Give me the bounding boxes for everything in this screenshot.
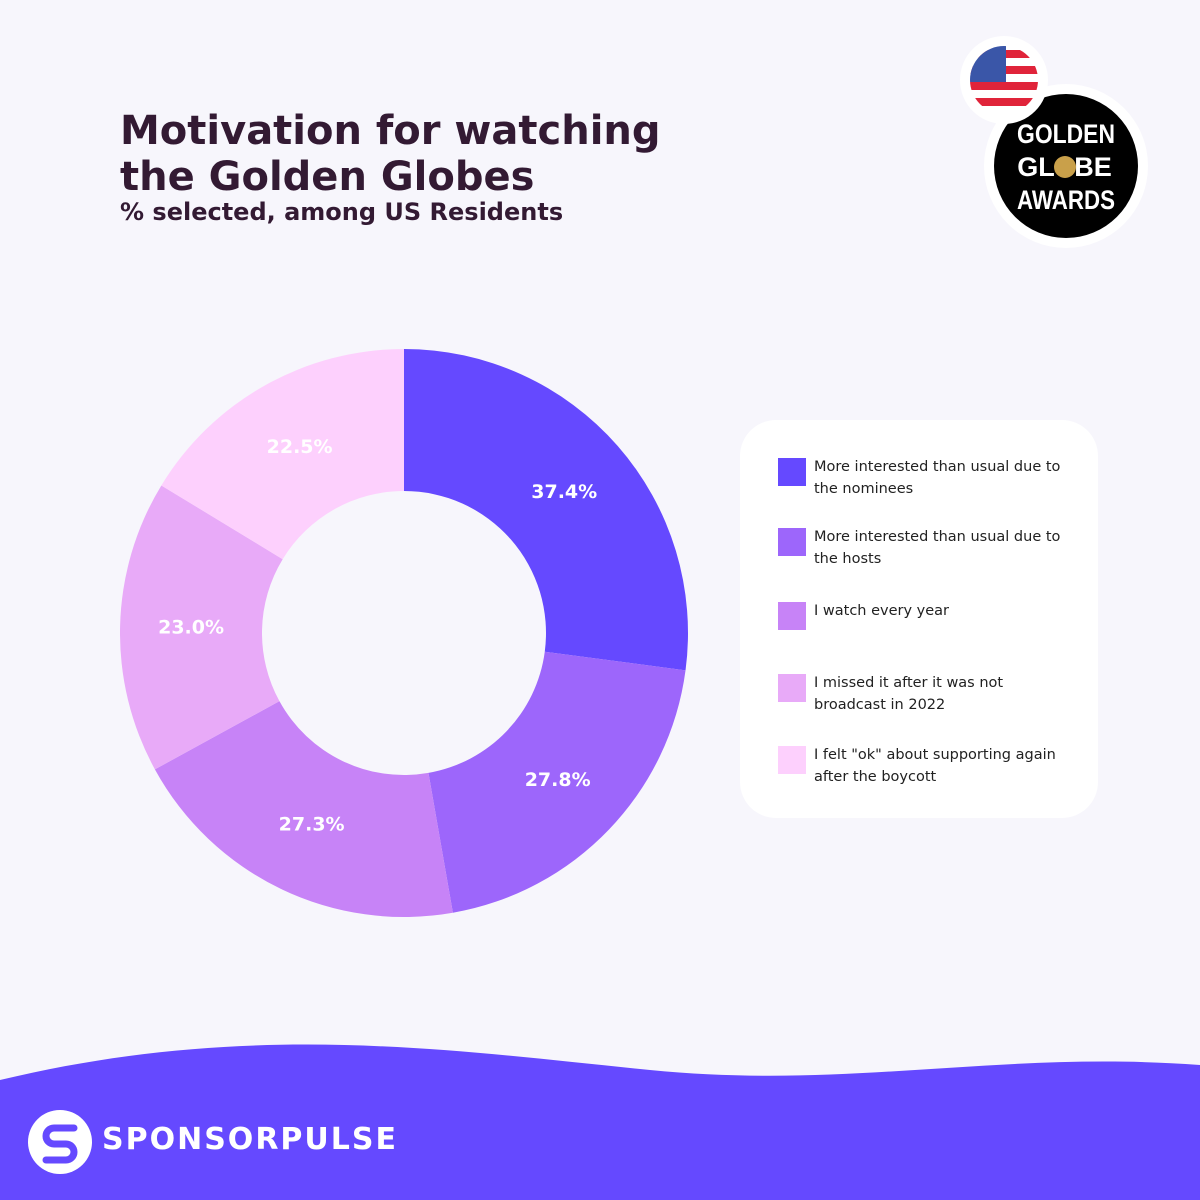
value-label: 23.0% <box>158 617 224 639</box>
chart-title: Motivation for watching the Golden Globe… <box>120 108 661 200</box>
chart-subtitle: % selected, among US Residents <box>120 198 564 226</box>
donut-slice <box>119 485 283 770</box>
donut-slice <box>428 651 686 913</box>
logo-text: GOLDEN <box>1017 119 1115 149</box>
logo-text: GL <box>1017 152 1055 182</box>
legend-item: More interested than usual due to the no… <box>778 456 1078 500</box>
legend-item: I watch every year <box>778 600 1078 630</box>
legend-label: I missed it after it was not broadcast i… <box>814 675 1004 713</box>
flag <box>970 46 1038 114</box>
brand-icon-s <box>42 1124 78 1164</box>
donut: 37.4% 27.8% 27.3% 23.0% 22.5% <box>119 349 688 917</box>
value-label: 37.4% <box>531 481 597 503</box>
legend-swatch <box>778 746 806 774</box>
footer-wave <box>0 1044 1200 1200</box>
legend-label: More interested than usual due to the ho… <box>814 529 1061 567</box>
legend-item: I missed it after it was not broadcast i… <box>778 672 1078 716</box>
logo-text: AWARDS <box>1017 185 1115 215</box>
legend-item: More interested than usual due to the ho… <box>778 526 1078 570</box>
legend-swatch <box>778 602 806 630</box>
legend-label: I felt "ok" about supporting again after… <box>814 747 1056 785</box>
donut-slice <box>154 701 453 917</box>
brand: SPONSORPULSE <box>102 1122 398 1157</box>
donut-slice <box>404 349 688 671</box>
legend-label: I watch every year <box>814 603 950 619</box>
donut-slice <box>161 349 404 560</box>
legend-swatch <box>778 674 806 702</box>
legend-swatch <box>778 528 806 556</box>
legend-swatch <box>778 458 806 486</box>
logo-globe <box>1054 156 1076 178</box>
value-label: 22.5% <box>267 436 333 458</box>
value-label: 27.3% <box>279 813 345 835</box>
legend: More interested than usual due to the no… <box>740 420 1098 818</box>
legend-item: I felt "ok" about supporting again after… <box>778 744 1078 788</box>
value-label: 27.8% <box>525 769 591 791</box>
logo-text: BE <box>1074 152 1112 182</box>
legend-label: More interested than usual due to the no… <box>814 459 1061 497</box>
